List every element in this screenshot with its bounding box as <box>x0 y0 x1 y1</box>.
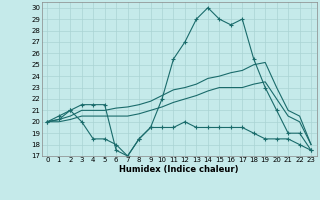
X-axis label: Humidex (Indice chaleur): Humidex (Indice chaleur) <box>119 165 239 174</box>
